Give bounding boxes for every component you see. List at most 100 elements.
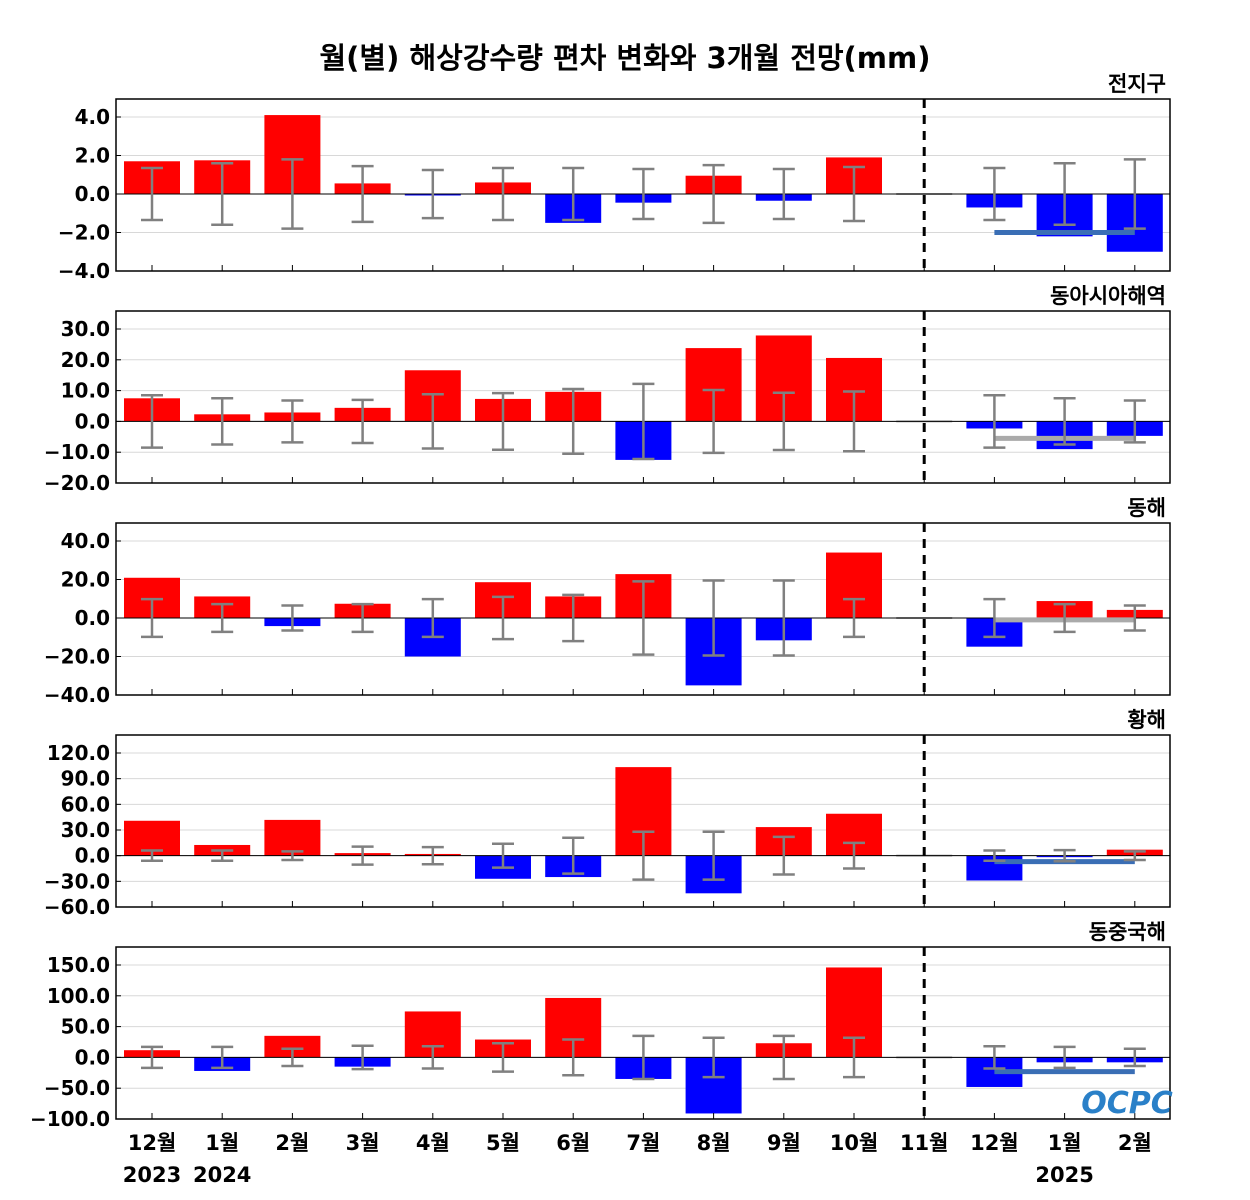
error-bar: [351, 845, 374, 866]
error-bar: [772, 167, 795, 221]
error-bar: [843, 390, 865, 453]
error-bar: [281, 850, 304, 862]
y-tick-label: 100.0: [47, 984, 110, 1008]
error-bar: [211, 1045, 234, 1070]
error-bar: [211, 602, 234, 634]
y-tick-label: 10.0: [61, 379, 110, 403]
ocpc-logo: OCPC: [1081, 1086, 1173, 1121]
error-bar: [562, 836, 585, 875]
error-bar: [843, 841, 865, 870]
error-bar: [1053, 397, 1076, 446]
error-bar: [772, 835, 795, 876]
x-tick-label: 8월: [697, 1131, 731, 1155]
error-bar: [421, 393, 444, 450]
y-tick-label: 20.0: [61, 568, 110, 592]
bar: [264, 819, 321, 856]
error-bar: [562, 166, 585, 222]
panel-4: 150.0 100.0 50.0 0.0 −50.0 −100.0 동중국해: [30, 920, 1171, 1131]
y-tick-label: −30.0: [44, 869, 110, 893]
error-bar: [351, 164, 374, 224]
error-bar: [843, 1036, 865, 1079]
x-tick-label: 6월: [556, 1131, 590, 1155]
y-tick-label: 4.0: [75, 105, 110, 129]
error-bar: [141, 849, 163, 863]
y-tick-label: −20.0: [44, 471, 110, 495]
panel-frame: [115, 98, 1171, 272]
error-bar: [141, 166, 163, 222]
y-tick-label: 0.0: [75, 606, 110, 630]
y-tick-label: 30.0: [61, 818, 110, 842]
error-bar: [983, 393, 1006, 449]
error-bar: [632, 1034, 655, 1081]
error-bar: [772, 391, 795, 452]
year-label: 2023: [123, 1163, 181, 1187]
error-bar: [702, 388, 725, 455]
error-bar: [1123, 850, 1146, 862]
error-bar: [632, 830, 655, 881]
y-tick-label: −50.0: [44, 1076, 110, 1100]
y-tick-label: 20.0: [61, 348, 110, 372]
x-tick-label: 5월: [486, 1131, 520, 1155]
y-tick-label: 0.0: [75, 182, 110, 206]
y-tick-label: −100.0: [30, 1107, 110, 1131]
x-tick-label: 2월: [275, 1131, 309, 1155]
y-tick-label: 0.0: [75, 409, 110, 433]
y-tick-label: −60.0: [44, 895, 110, 919]
error-bar: [421, 1045, 444, 1070]
error-bar: [141, 393, 163, 449]
error-bar: [702, 163, 725, 225]
error-bar: [492, 391, 514, 451]
panel-2: 40.0 20.0 0.0 −20.0 −40.0 동해: [44, 496, 1171, 707]
error-bar: [351, 602, 374, 634]
error-bar: [1123, 1047, 1146, 1068]
x-tick-label: 3월: [346, 1131, 380, 1155]
error-bar: [351, 1044, 374, 1071]
error-bar: [1123, 604, 1146, 632]
y-tick-label: 120.0: [47, 741, 110, 765]
y-tick-label: 30.0: [61, 317, 110, 341]
x-tick-label: 12월: [970, 1131, 1019, 1155]
error-bar: [632, 382, 655, 461]
error-bar: [702, 579, 725, 657]
x-tick-label: 7월: [626, 1131, 660, 1155]
error-bar: [1053, 602, 1076, 634]
y-tick-label: 0.0: [75, 1045, 110, 1069]
error-bar: [492, 842, 514, 869]
x-tick-label: 9월: [767, 1131, 801, 1155]
x-tick-label: 12월: [128, 1131, 177, 1155]
error-bar: [141, 597, 163, 639]
error-bar: [562, 387, 585, 455]
error-bar: [211, 397, 234, 446]
panel-label: 황해: [1127, 708, 1166, 732]
y-tick-label: −10.0: [44, 440, 110, 464]
error-bar: [562, 1038, 585, 1077]
error-bar: [983, 597, 1006, 639]
error-bar: [1053, 1045, 1076, 1070]
error-bar: [843, 165, 865, 223]
error-bar: [281, 1047, 304, 1068]
x-tick-label: 1월: [205, 1131, 239, 1155]
y-tick-label: 60.0: [61, 792, 110, 816]
error-bar: [211, 849, 234, 863]
y-tick-label: −4.0: [58, 259, 110, 283]
panel-frame: [115, 310, 1171, 484]
panel-3: 120.090.060.030.00.0−30.0−60.0 황해: [44, 708, 1171, 919]
error-bar: [492, 166, 514, 222]
error-bar: [211, 161, 234, 227]
error-bar: [1053, 161, 1076, 227]
error-bar: [702, 1036, 725, 1079]
bar: [264, 1035, 321, 1058]
panel-label: 동아시아해역: [1050, 284, 1166, 308]
error-bar: [1123, 399, 1146, 444]
x-tick-label: 2월: [1118, 1131, 1152, 1155]
panel-label: 동해: [1127, 496, 1166, 520]
error-bar: [281, 399, 304, 444]
error-bar: [492, 595, 514, 641]
x-tick-label: 10월: [830, 1131, 879, 1155]
error-bar: [983, 1045, 1006, 1070]
y-tick-label: 150.0: [47, 953, 110, 977]
error-bar: [772, 1034, 795, 1081]
y-tick-label: −20.0: [44, 645, 110, 669]
